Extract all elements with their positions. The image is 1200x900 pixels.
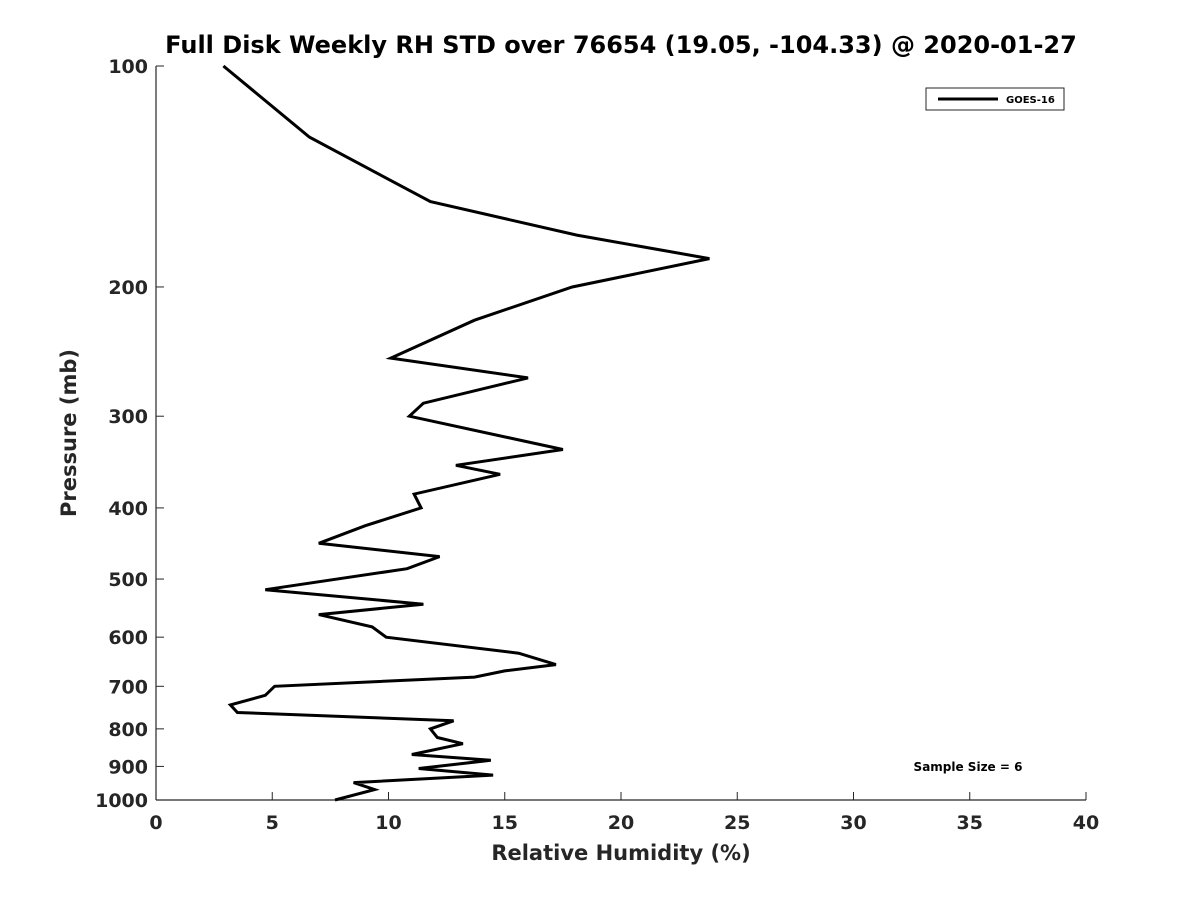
legend: GOES-16 <box>925 87 1065 111</box>
x-tick-label: 5 <box>266 812 279 834</box>
y-tick-label: 800 <box>108 719 148 741</box>
legend-entry-goes-16: GOES-16 <box>1006 95 1055 106</box>
y-axis-ticks: 100 200 300 400 500 600 700 800 900 1000 <box>95 56 164 812</box>
y-tick-label: 900 <box>108 756 148 778</box>
y-tick-label: 200 <box>108 277 148 299</box>
y-tick-label: 300 <box>108 406 148 428</box>
y-tick-label: 500 <box>108 569 148 591</box>
x-axis-ticks: 0 5 10 15 20 25 30 35 40 <box>149 792 1099 834</box>
y-tick-label: 700 <box>108 676 148 698</box>
x-tick-label: 35 <box>957 812 983 834</box>
y-axis-label: Pressure (mb) <box>57 349 81 517</box>
x-tick-label: 20 <box>608 812 634 834</box>
x-tick-label: 40 <box>1073 812 1099 834</box>
x-axis-label: Relative Humidity (%) <box>491 841 750 865</box>
series-layer <box>222 64 710 802</box>
x-tick-label: 0 <box>149 812 162 834</box>
sample-size-annotation: Sample Size = 6 <box>914 760 1023 774</box>
x-tick-label: 10 <box>375 812 401 834</box>
y-tick-label: 600 <box>108 627 148 649</box>
plot-axes <box>155 66 1086 801</box>
x-tick-label: 25 <box>724 812 750 834</box>
x-tick-label: 30 <box>840 812 866 834</box>
y-tick-label: 400 <box>108 498 148 520</box>
y-tick-label: 1000 <box>95 790 148 812</box>
y-tick-label: 100 <box>108 56 148 78</box>
series-line-goes-16 <box>222 64 710 802</box>
x-tick-label: 15 <box>492 812 518 834</box>
chart-title: Full Disk Weekly RH STD over 76654 (19.0… <box>165 31 1077 59</box>
